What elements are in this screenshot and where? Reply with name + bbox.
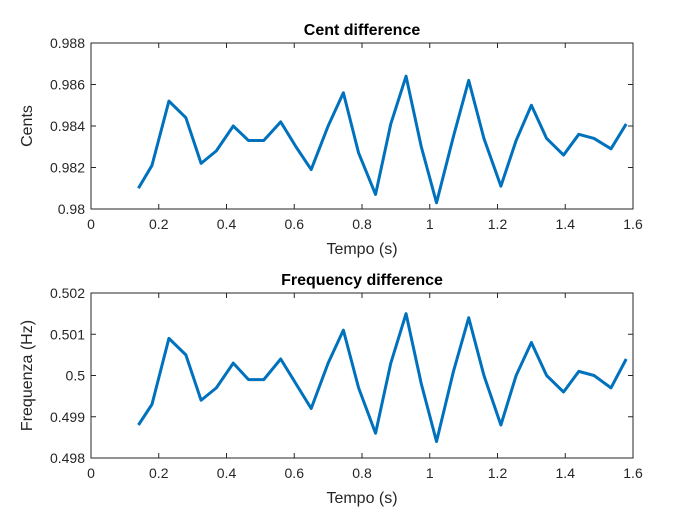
y-axis-label: Frequenza (Hz) (19, 320, 36, 431)
x-tick-label: 1.6 (623, 465, 643, 481)
x-tick-label: 0 (87, 216, 95, 232)
x-tick-label: 0 (87, 465, 95, 481)
y-tick-label: 0.98 (58, 201, 85, 217)
subplot-1: 0 0.2 0.4 0.6 0.8 1 1.2 1.4 1.6 0.98 0.982 0.984 0.9… (19, 22, 643, 258)
axes-box (90, 292, 634, 459)
y-tick-label: 0.988 (50, 35, 85, 51)
x-tick-label: 0.6 (285, 216, 305, 232)
y-tick-label: 0.5 (66, 368, 86, 384)
y-tick-label: 0.498 (50, 450, 85, 466)
y-tick-label: 0.502 (50, 285, 85, 301)
y-tick-label: 0.984 (50, 118, 85, 134)
x-tick-label: 1.4 (556, 216, 576, 232)
chart-title: Cent difference (304, 22, 421, 39)
subplot-2: 0 0.2 0.4 0.6 0.8 1 1.2 1.4 1.6 0.498 0.499 0.5 0.50… (19, 272, 643, 507)
x-axis-label: Tempo (s) (326, 241, 397, 258)
x-tick-label: 0.2 (149, 216, 169, 232)
x-tick-label: 1.4 (556, 465, 576, 481)
y-tick-label: 0.982 (50, 160, 85, 176)
chart-title: Frequency difference (281, 272, 443, 289)
x-tick-label: 0.4 (217, 216, 237, 232)
series-line-1 (137, 312, 628, 443)
x-tick-label: 1 (426, 465, 434, 481)
x-tick-label: 0.8 (352, 465, 372, 481)
y-tick-label: 0.986 (50, 77, 85, 93)
x-tick-label: 1 (426, 216, 434, 232)
x-axis-label: Tempo (s) (326, 490, 397, 507)
x-tick-label: 0.8 (352, 216, 372, 232)
axes-box (90, 42, 634, 210)
y-tick-label: 0.501 (50, 326, 85, 342)
y-axis-label: Cents (19, 105, 36, 147)
x-tick-label: 0.4 (217, 465, 237, 481)
x-tick-label: 1.2 (488, 465, 508, 481)
x-tick-label: 0.6 (285, 465, 305, 481)
x-tick-label: 1.2 (488, 216, 508, 232)
x-tick-label: 1.6 (623, 216, 643, 232)
y-tick-label: 0.499 (50, 409, 85, 425)
series-line-1 (137, 74, 628, 205)
x-tick-label: 0.2 (149, 465, 169, 481)
